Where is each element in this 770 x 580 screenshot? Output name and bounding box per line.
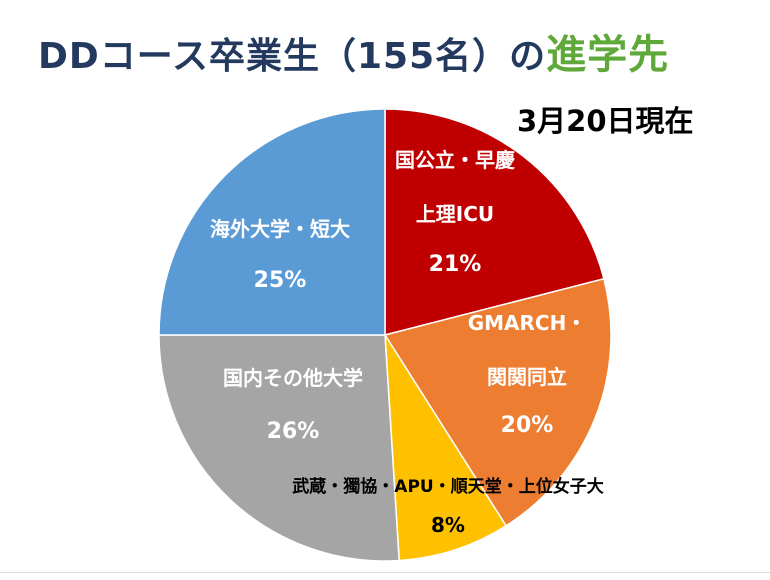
slice-value-4: 25% <box>254 268 307 293</box>
chart-title: DDコース卒業生（155名）の進学先 <box>38 22 669 80</box>
slice-value-1: 20% <box>501 413 554 438</box>
pie-slice-4 <box>158 108 386 336</box>
bottom-divider <box>0 572 770 573</box>
pie-slice-0 <box>384 108 605 336</box>
pie-slice-3 <box>158 334 400 562</box>
slice-label-0-1: 上理ICU <box>416 202 494 226</box>
pie-slice-1 <box>383 277 612 527</box>
slice-label-2-0: 武蔵・獨協・APU・順天堂・上位女子大 <box>292 476 603 497</box>
slice-value-0: 21% <box>429 252 482 277</box>
slice-label-0-0: 国公立・早慶 <box>395 148 515 172</box>
slice-label-1-0: GMARCH・ <box>468 311 587 335</box>
slice-value-2: 8% <box>431 513 465 537</box>
slice-value-3: 26% <box>267 419 320 444</box>
slice-label-4-0: 海外大学・短大 <box>210 217 350 241</box>
date-label: 3月20日現在 <box>517 104 694 138</box>
chart-title-main: DDコース卒業生（155名）の <box>38 36 547 77</box>
chart-title-accent: 進学先 <box>546 32 670 78</box>
pie-slice-2 <box>384 334 508 562</box>
slice-label-1-1: 関関同立 <box>487 365 567 389</box>
slice-label-3-0: 国内その他大学 <box>223 366 363 390</box>
